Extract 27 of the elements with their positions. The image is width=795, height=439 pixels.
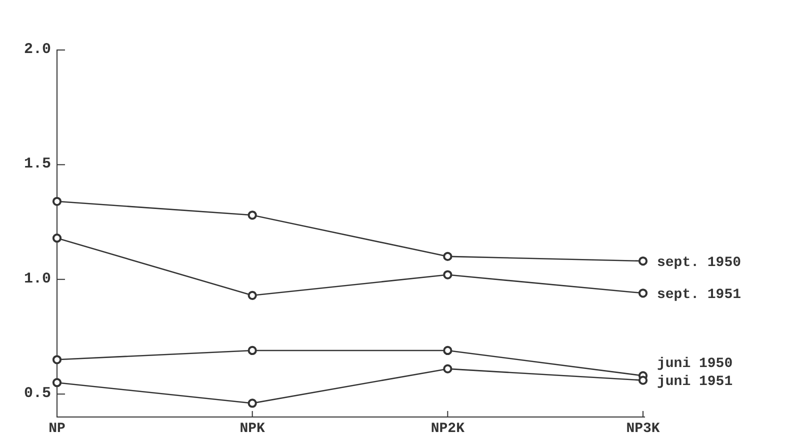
point	[52, 234, 62, 243]
y-tick-label: 0.5	[24, 385, 51, 402]
point	[638, 376, 648, 385]
point	[638, 288, 648, 298]
point	[443, 364, 452, 374]
point	[443, 270, 452, 280]
point	[248, 210, 257, 220]
point	[52, 378, 62, 388]
point	[248, 398, 257, 408]
series-label: sept. 1951	[657, 287, 742, 304]
y-tick-label: 1.5	[24, 156, 51, 173]
point	[443, 252, 452, 261]
point	[248, 346, 257, 356]
series-label: juni 1950	[657, 356, 733, 372]
y-tick-label: 2.0	[24, 41, 51, 58]
x-tick-label: NP	[48, 421, 66, 437]
series-label: juni 1951	[657, 374, 733, 390]
x-tick-label: NP2K	[430, 421, 466, 437]
y-tick-label: 1.0	[24, 270, 51, 288]
x-tick-label: NP3K	[626, 421, 660, 437]
point	[52, 196, 62, 206]
point	[638, 256, 648, 266]
point	[443, 346, 452, 356]
point	[52, 355, 62, 364]
series-label: sept. 1950	[657, 254, 742, 271]
point	[248, 290, 257, 300]
x-tick-label: NPK	[240, 421, 266, 437]
